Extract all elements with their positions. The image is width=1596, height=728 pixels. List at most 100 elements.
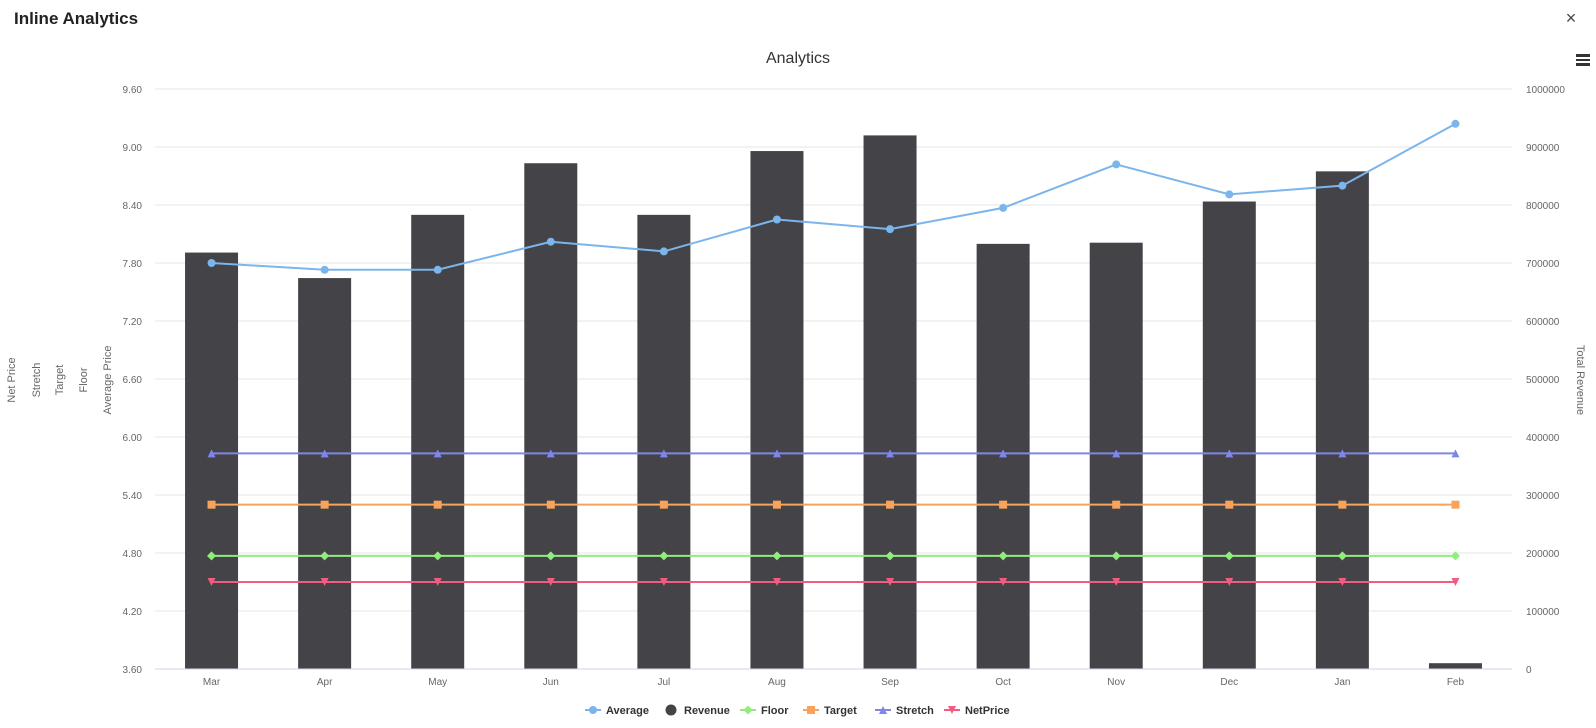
revenue-bar bbox=[637, 214, 691, 670]
right-tick-label: 900000 bbox=[1526, 143, 1560, 154]
data-point bbox=[772, 578, 781, 586]
left-axis-title: Stretch bbox=[31, 363, 43, 398]
series-target bbox=[207, 500, 1460, 509]
legend-item: NetPrice bbox=[944, 705, 1010, 717]
data-point bbox=[320, 551, 330, 561]
data-point bbox=[743, 705, 753, 715]
x-tick-label: Mar bbox=[203, 677, 221, 688]
data-point bbox=[1225, 449, 1234, 458]
revenue-bar bbox=[1202, 201, 1256, 669]
data-point bbox=[433, 265, 442, 274]
series-lines bbox=[207, 119, 1460, 586]
left-tick-label: 6.60 bbox=[123, 375, 143, 386]
data-point bbox=[1451, 500, 1460, 509]
left-tick-label: 7.20 bbox=[123, 317, 143, 328]
x-tick-label: Jul bbox=[657, 677, 670, 688]
data-point bbox=[1224, 551, 1234, 561]
dialog-title: Inline Analytics bbox=[14, 9, 139, 28]
data-point bbox=[1338, 181, 1347, 190]
data-point bbox=[1451, 578, 1460, 586]
chart-legend: Average Revenue Floor Target Stretch NetPrice bbox=[585, 704, 1010, 717]
data-point bbox=[879, 706, 887, 714]
data-point bbox=[1112, 500, 1121, 509]
data-point bbox=[1338, 578, 1347, 586]
data-point bbox=[207, 551, 217, 561]
revenue-bar bbox=[298, 278, 352, 669]
close-icon[interactable]: × bbox=[1565, 8, 1577, 28]
left-axis-title: Net Price bbox=[6, 357, 18, 402]
legend-item: Average bbox=[585, 705, 649, 717]
data-point bbox=[999, 449, 1008, 458]
series-line bbox=[211, 122, 1456, 271]
data-point bbox=[433, 551, 443, 561]
x-axis-ticks: Mar Apr May Jun Jul Aug Sep Oct Nov Dec Jan Feb bbox=[203, 677, 1465, 688]
data-point bbox=[1450, 551, 1460, 561]
x-tick-label: Aug bbox=[768, 677, 786, 688]
data-point bbox=[998, 551, 1008, 561]
left-tick-label: 4.80 bbox=[123, 549, 143, 560]
data-point bbox=[433, 578, 442, 586]
left-tick-label: 4.20 bbox=[123, 607, 143, 618]
right-tick-label: 1000000 bbox=[1526, 85, 1565, 96]
right-tick-label: 800000 bbox=[1526, 201, 1560, 212]
data-point bbox=[320, 265, 329, 274]
data-point bbox=[320, 449, 329, 458]
x-tick-label: Jan bbox=[1334, 677, 1350, 688]
right-tick-label: 400000 bbox=[1526, 433, 1560, 444]
data-point bbox=[659, 551, 669, 561]
right-tick-label: 0 bbox=[1526, 665, 1532, 676]
series-average bbox=[207, 119, 1460, 274]
left-axis-titles: Net Price Stretch Target Floor Average Price bbox=[6, 346, 114, 415]
series-netprice bbox=[207, 578, 1460, 586]
revenue-bars bbox=[185, 135, 1482, 670]
legend-label: Average bbox=[606, 705, 649, 717]
data-point bbox=[320, 578, 329, 586]
left-tick-label: 3.60 bbox=[123, 665, 143, 676]
data-point bbox=[772, 449, 781, 458]
data-point bbox=[433, 500, 442, 509]
data-point bbox=[1451, 449, 1460, 458]
legend-item: Revenue bbox=[665, 704, 730, 717]
revenue-bar bbox=[185, 252, 239, 669]
data-point bbox=[207, 449, 216, 458]
data-point bbox=[433, 449, 442, 458]
data-point bbox=[207, 259, 216, 267]
left-axis-ticks: 3.60 4.20 4.80 5.40 6.00 6.60 7.20 7.80 8.40 9.00… bbox=[123, 85, 143, 676]
data-point bbox=[1112, 449, 1121, 458]
left-tick-label: 6.00 bbox=[123, 433, 143, 444]
legend-label: Stretch bbox=[896, 705, 934, 717]
left-tick-label: 8.40 bbox=[123, 201, 143, 212]
data-point bbox=[1225, 500, 1234, 509]
data-point bbox=[999, 578, 1008, 586]
data-point bbox=[1112, 578, 1121, 586]
chart-title: Analytics bbox=[766, 50, 830, 67]
legend-label: Target bbox=[824, 705, 857, 717]
data-point bbox=[1111, 551, 1121, 561]
menu-bar bbox=[1576, 54, 1590, 57]
data-point bbox=[886, 578, 895, 586]
right-tick-label: 100000 bbox=[1526, 607, 1560, 618]
hamburger-menu-icon[interactable] bbox=[1574, 52, 1592, 70]
data-point bbox=[886, 500, 895, 509]
right-axis-title: Total Revenue bbox=[1574, 345, 1586, 415]
data-point bbox=[659, 449, 668, 458]
legend-label: NetPrice bbox=[965, 705, 1010, 717]
revenue-bar bbox=[411, 214, 465, 670]
legend-swatch bbox=[665, 704, 677, 716]
x-tick-label: May bbox=[428, 677, 447, 688]
data-point bbox=[659, 500, 668, 509]
legend-label: Revenue bbox=[684, 705, 730, 717]
x-tick-label: Nov bbox=[1107, 677, 1125, 688]
right-tick-label: 300000 bbox=[1526, 491, 1560, 502]
left-tick-label: 9.00 bbox=[123, 143, 143, 154]
legend-item: Stretch bbox=[875, 705, 934, 717]
data-point bbox=[772, 500, 781, 509]
data-point bbox=[659, 247, 668, 256]
series-stretch bbox=[207, 449, 1460, 458]
left-axis-title: Floor bbox=[78, 367, 90, 392]
data-point bbox=[1337, 551, 1347, 561]
data-point bbox=[546, 551, 556, 561]
x-tick-label: Dec bbox=[1220, 677, 1238, 688]
data-point bbox=[885, 551, 895, 561]
